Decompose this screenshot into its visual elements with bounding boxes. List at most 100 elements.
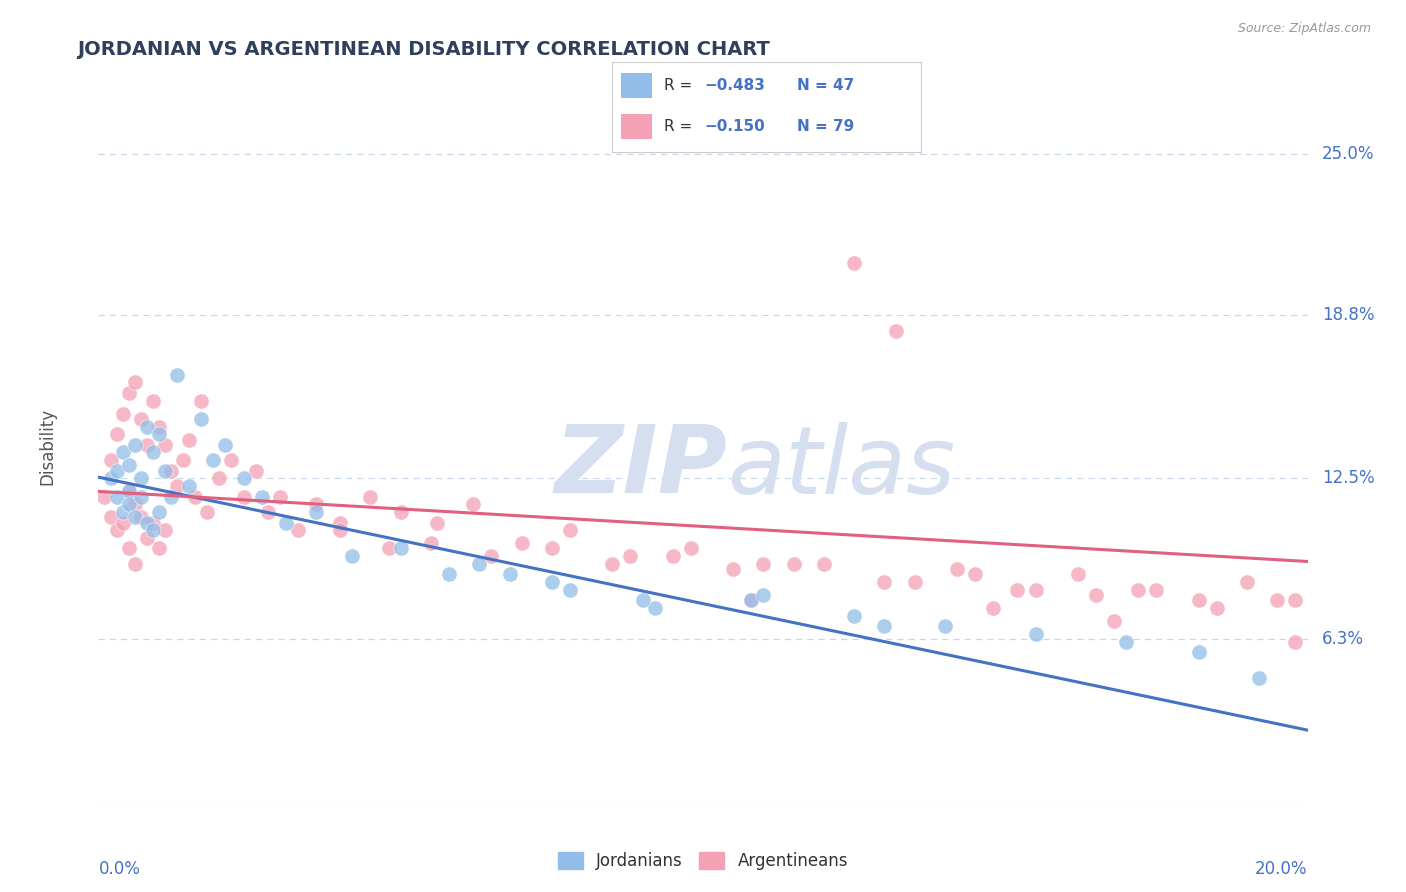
Point: [100, 453, 122, 467]
Point: [118, 458, 141, 473]
Text: 0.0%: 0.0%: [98, 860, 141, 878]
Point: [631, 593, 654, 607]
Point: [274, 516, 297, 530]
Point: [540, 575, 562, 590]
Point: [782, 557, 804, 571]
Point: [679, 541, 702, 556]
Point: [1144, 582, 1167, 597]
Point: [1085, 588, 1108, 602]
Point: [1128, 582, 1150, 597]
Point: [426, 516, 449, 530]
Point: [100, 471, 122, 485]
Point: [329, 516, 352, 530]
Point: [329, 524, 352, 538]
Point: [752, 557, 775, 571]
Point: [129, 471, 152, 485]
Point: [166, 479, 188, 493]
Point: [111, 505, 134, 519]
Point: [1024, 582, 1046, 597]
Point: [129, 510, 152, 524]
Point: [195, 505, 218, 519]
Point: [118, 497, 141, 511]
Point: [873, 575, 896, 590]
Point: [202, 453, 225, 467]
Point: [1236, 575, 1258, 590]
Point: [208, 471, 231, 485]
Text: R =: R =: [664, 78, 697, 93]
Point: [437, 567, 460, 582]
Point: [160, 490, 183, 504]
Point: [287, 524, 309, 538]
Text: JORDANIAN VS ARGENTINEAN DISABILITY CORRELATION CHART: JORDANIAN VS ARGENTINEAN DISABILITY CORR…: [77, 40, 770, 59]
Point: [1206, 601, 1229, 615]
Point: [1188, 593, 1211, 607]
Point: [124, 438, 146, 452]
Point: [153, 464, 176, 478]
Point: [644, 601, 666, 615]
Point: [360, 490, 382, 504]
Point: [934, 619, 956, 633]
Point: [886, 324, 908, 338]
Point: [558, 524, 581, 538]
Point: [118, 484, 141, 499]
Text: 25.0%: 25.0%: [1322, 145, 1375, 163]
Point: [135, 516, 157, 530]
Point: [1024, 627, 1046, 641]
Point: [844, 609, 866, 624]
Point: [135, 419, 157, 434]
Point: [1284, 635, 1306, 649]
Point: [135, 438, 157, 452]
Point: [661, 549, 683, 564]
Point: [256, 505, 278, 519]
Point: [389, 541, 412, 556]
Point: [142, 393, 165, 408]
Point: [558, 582, 581, 597]
Point: [463, 497, 485, 511]
Point: [844, 256, 866, 270]
Point: [111, 445, 134, 459]
Point: [129, 490, 152, 504]
Point: [153, 524, 176, 538]
Point: [305, 505, 328, 519]
Point: [177, 479, 201, 493]
Point: [214, 438, 236, 452]
Point: [1067, 567, 1090, 582]
Point: [111, 516, 134, 530]
Point: [740, 593, 762, 607]
Point: [177, 433, 201, 447]
Point: [105, 490, 128, 504]
Point: [510, 536, 533, 550]
Point: [1265, 593, 1288, 607]
Point: [93, 490, 115, 504]
Point: [232, 471, 254, 485]
Point: [153, 438, 176, 452]
Point: [142, 445, 165, 459]
Point: [904, 575, 927, 590]
Point: [111, 407, 134, 421]
Point: [118, 484, 141, 499]
Text: R =: R =: [664, 120, 697, 134]
Text: −0.483: −0.483: [704, 78, 765, 93]
Point: [342, 549, 364, 564]
Text: Source: ZipAtlas.com: Source: ZipAtlas.com: [1237, 22, 1371, 36]
Bar: [621, 73, 652, 98]
Text: ZIP: ZIP: [554, 421, 727, 514]
Point: [124, 510, 146, 524]
Point: [172, 453, 194, 467]
Point: [269, 490, 291, 504]
Point: [100, 510, 122, 524]
Point: [142, 524, 165, 538]
Point: [190, 411, 212, 425]
Point: [377, 541, 399, 556]
Point: [1188, 645, 1211, 659]
Point: [148, 505, 170, 519]
Point: [813, 557, 835, 571]
Point: [1249, 671, 1271, 685]
Point: [946, 562, 969, 576]
Text: N = 47: N = 47: [797, 78, 855, 93]
Point: [305, 497, 328, 511]
Point: [540, 541, 562, 556]
Point: [190, 393, 212, 408]
Text: 12.5%: 12.5%: [1322, 469, 1375, 487]
Point: [602, 557, 624, 571]
